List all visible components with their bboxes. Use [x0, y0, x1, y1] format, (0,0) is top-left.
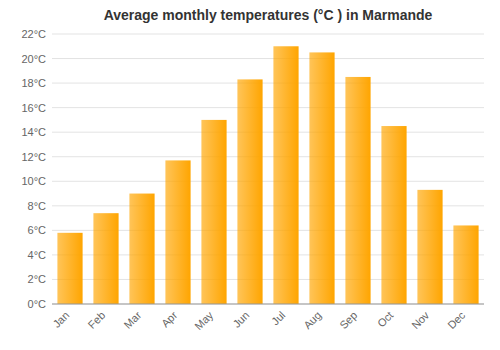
bar: [273, 46, 298, 304]
x-tick-label: May: [192, 309, 216, 333]
y-tick-label: 0°C: [28, 298, 47, 310]
y-tick-label: 8°C: [28, 200, 47, 212]
y-tick-label: 6°C: [28, 224, 47, 236]
y-tick-label: 12°C: [21, 151, 46, 163]
x-tick-label: Jan: [50, 309, 71, 330]
x-tick-label: Aug: [301, 309, 323, 331]
grid-line: [52, 156, 484, 157]
chart: Average monthly temperatures (°C ) in Ma…: [0, 0, 500, 350]
bar: [201, 120, 226, 304]
x-tick-label: Jun: [230, 309, 251, 330]
grid-line: [52, 34, 484, 35]
x-tick-label: Mar: [122, 309, 144, 331]
x-tick-label: Oct: [375, 309, 396, 330]
y-tick-label: 16°C: [21, 102, 46, 114]
bar: [129, 194, 154, 304]
grid-line: [52, 107, 484, 108]
y-tick-label: 22°C: [21, 28, 46, 40]
bar: [453, 225, 478, 304]
y-tick-label: 20°C: [21, 53, 46, 65]
bars: [57, 46, 478, 304]
y-tick-label: 2°C: [28, 273, 47, 285]
x-tick-label: Jul: [269, 309, 287, 327]
x-axis-line: [52, 304, 484, 305]
bar: [57, 233, 82, 304]
grid: [52, 34, 484, 304]
y-tick-label: 14°C: [21, 126, 46, 138]
x-tick-label: Sep: [337, 309, 359, 331]
bar: [165, 160, 190, 304]
bar: [381, 126, 406, 304]
grid-line: [52, 181, 484, 182]
bar: [417, 190, 442, 304]
x-tick-label: Feb: [86, 309, 108, 331]
x-tick-label: Apr: [159, 309, 180, 330]
bar: [345, 77, 370, 304]
grid-line: [52, 132, 484, 133]
chart-container: Average monthly temperatures (°C ) in Ma…: [0, 0, 500, 350]
title: Average monthly temperatures (°C ) in Ma…: [104, 7, 433, 23]
grid-line: [52, 58, 484, 59]
grid-line: [52, 83, 484, 84]
bar: [309, 52, 334, 304]
bar: [237, 79, 262, 304]
y-tick-label: 10°C: [21, 175, 46, 187]
y-tick-label: 18°C: [21, 77, 46, 89]
grid-line: [52, 304, 484, 305]
bar: [93, 213, 118, 304]
x-tick-label: Dec: [445, 309, 468, 332]
y-tick-label: 4°C: [28, 249, 47, 261]
x-tick-label: Nov: [409, 309, 432, 332]
